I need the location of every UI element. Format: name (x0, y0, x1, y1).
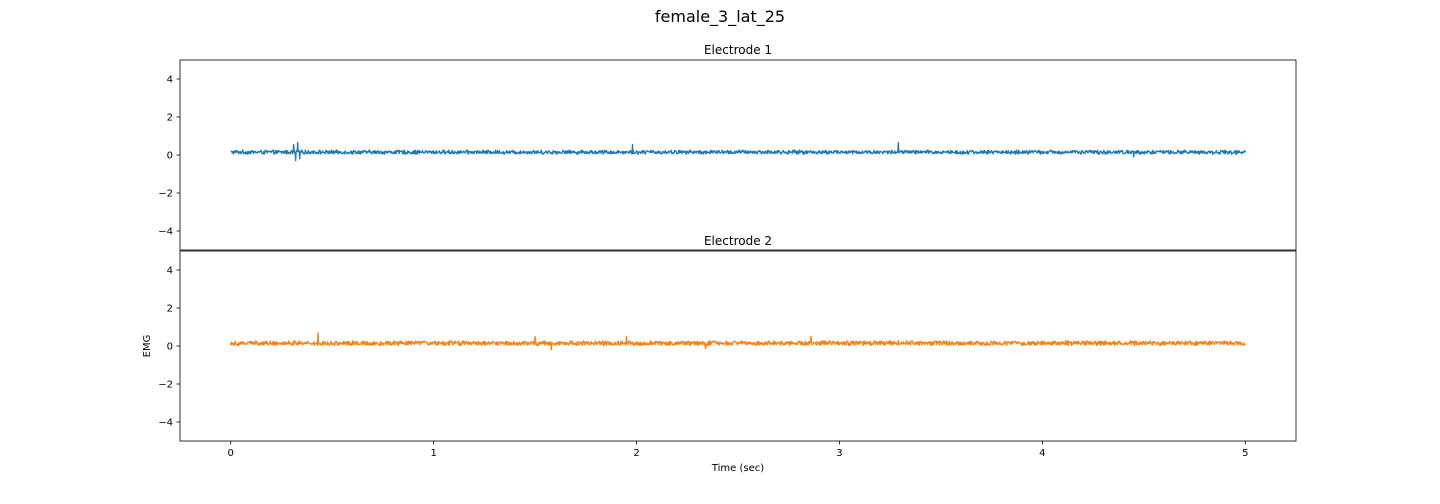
x-tick-label: 3 (836, 448, 842, 459)
panel-electrode-2: Electrode 2 4 2 0 −2 −4 0 1 2 3 4 5 EMG (142, 234, 1297, 459)
panel-2-y-axis-label: EMG (142, 335, 153, 358)
x-tick-label: 1 (430, 448, 436, 459)
panel-2-y-tick-label: 4 (167, 266, 173, 277)
panel-1-title: Electrode 1 (704, 43, 772, 57)
x-axis-label: Time (sec) (711, 463, 764, 474)
panel-2-y-tick-label: −4 (158, 418, 173, 429)
electrode-2-series-line (230, 332, 1246, 351)
x-tick-label: 4 (1039, 448, 1045, 459)
panel-1-y-tick-label: 0 (167, 151, 173, 162)
panel-2-y-tick-label: 2 (167, 304, 173, 315)
panel-2-y-tick-label: −2 (158, 380, 173, 391)
figure-title: female_3_lat_25 (655, 7, 785, 27)
panel-2-y-tick-label: 0 (167, 342, 173, 353)
x-tick-label: 5 (1242, 448, 1248, 459)
panel-1-y-tick-label: −4 (158, 227, 173, 238)
panel-2-x-axis: 0 1 2 3 4 5 (228, 441, 1248, 459)
panel-2-title: Electrode 2 (704, 234, 772, 248)
x-tick-label: 2 (633, 448, 639, 459)
panel-1-y-tick-label: 4 (167, 75, 173, 86)
panel-1-y-axis: 4 2 0 −2 −4 (158, 75, 180, 238)
panel-1-frame (179, 59, 1297, 251)
electrode-1-series-line (230, 142, 1246, 162)
panel-1-y-tick-label: −2 (158, 189, 173, 200)
panel-2-frame (179, 250, 1297, 442)
x-tick-label: 0 (228, 448, 234, 459)
panel-electrode-1: Electrode 1 4 2 0 −2 −4 (158, 43, 1297, 251)
panel-2-y-axis: 4 2 0 −2 −4 (158, 266, 180, 429)
panel-1-y-tick-label: 2 (167, 113, 173, 124)
